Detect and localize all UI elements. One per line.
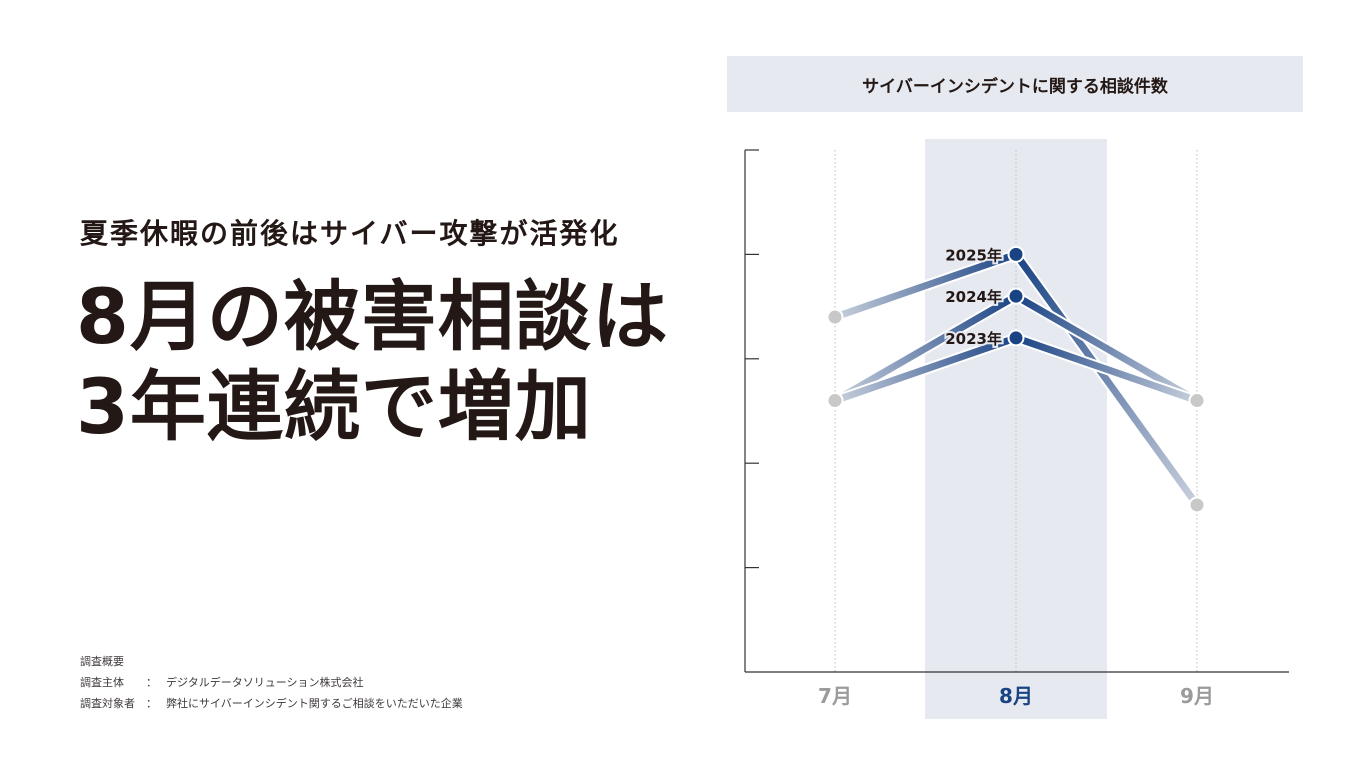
x-tick-label: 9月	[1180, 684, 1214, 708]
survey-key: 調査対象者	[80, 697, 135, 710]
headline-line-1: 8月の被害相談は	[76, 272, 669, 361]
data-point-2023年-8月	[1007, 329, 1025, 347]
data-point-2024年-8月	[1007, 287, 1025, 305]
series-label-2023年: 2023年	[945, 330, 1002, 348]
series-line-2023年	[831, 334, 1020, 405]
survey-separator: ：	[146, 676, 157, 689]
series-line-2024年	[831, 292, 1020, 405]
headline-line-2: 3年連続で増加	[76, 362, 592, 451]
data-point-2025年-7月	[826, 308, 844, 326]
survey-row-organizer: 調査主体 ： デジタルデータソリューション株式会社	[80, 672, 463, 693]
data-point-2025年-9月	[1188, 496, 1206, 514]
series-line-2025年	[1012, 250, 1201, 509]
survey-separator: ：	[146, 697, 157, 710]
series-line-2025年	[831, 250, 1020, 321]
headline: 8月の被害相談は 3年連続で増加	[76, 272, 669, 452]
survey-value: デジタルデータソリューション株式会社	[166, 676, 364, 689]
x-tick-label: 7月	[818, 684, 852, 708]
chart-title-box: サイバーインシデントに関する相談件数	[727, 56, 1303, 112]
data-point-2025年-8月	[1007, 245, 1025, 263]
series-line-2023年	[1012, 334, 1201, 405]
survey-row-target: 調査対象者 ： 弊社にサイバーインシデント関するご相談をいただいた企業	[80, 693, 463, 714]
series-line-2024年	[1012, 292, 1201, 405]
data-point-2023年-7月	[826, 392, 844, 410]
survey-key: 調査主体	[80, 676, 124, 689]
data-point-2023年-9月	[1188, 392, 1206, 410]
x-tick-label: 8月	[999, 684, 1033, 708]
subtitle: 夏季休暇の前後はサイバー攻撃が活発化	[80, 217, 620, 250]
survey-heading: 調査概要	[80, 655, 124, 668]
series-label-2024年: 2024年	[945, 288, 1002, 306]
line-chart: 7月 8月 9月 2025年 2024年 2023年	[744, 139, 1289, 719]
series-label-2025年: 2025年	[945, 246, 1002, 264]
survey-overview: 調査概要 調査主体 ： デジタルデータソリューション株式会社 調査対象者 ： 弊…	[80, 651, 463, 714]
chart-title: サイバーインシデントに関する相談件数	[862, 76, 1168, 97]
survey-value: 弊社にサイバーインシデント関するご相談をいただいた企業	[166, 697, 463, 710]
